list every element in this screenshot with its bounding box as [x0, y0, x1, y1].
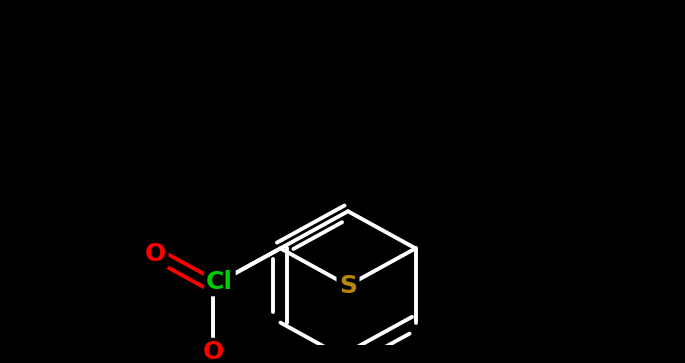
Text: Cl: Cl [206, 270, 233, 294]
Text: O: O [202, 340, 223, 363]
Text: O: O [145, 242, 166, 266]
Text: S: S [339, 273, 357, 298]
